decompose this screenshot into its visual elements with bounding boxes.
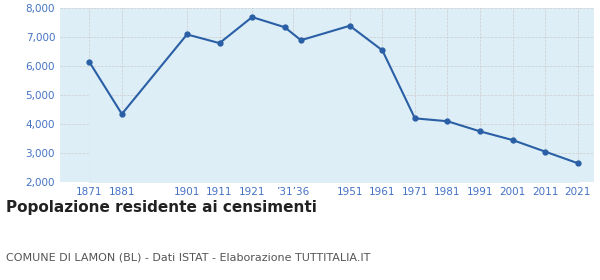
Text: COMUNE DI LAMON (BL) - Dati ISTAT - Elaborazione TUTTITALIA.IT: COMUNE DI LAMON (BL) - Dati ISTAT - Elab… (6, 252, 370, 262)
Text: Popolazione residente ai censimenti: Popolazione residente ai censimenti (6, 200, 317, 215)
